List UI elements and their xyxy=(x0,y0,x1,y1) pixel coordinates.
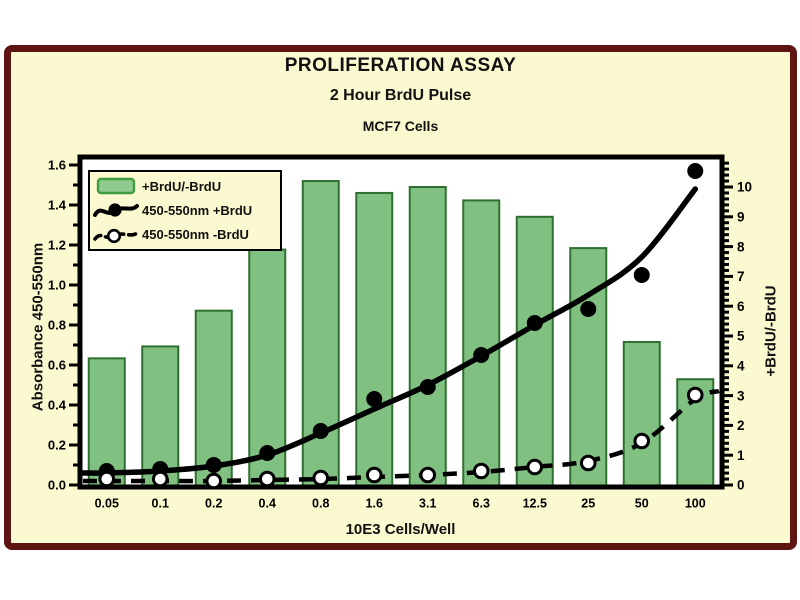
right-axis-tick-label: 6 xyxy=(737,299,745,314)
x-axis-tick-label: 0.4 xyxy=(259,496,276,510)
left-axis-tick-label: 0.4 xyxy=(48,398,67,413)
x-axis-title: 10E3 Cells/Well xyxy=(345,521,456,538)
minus-brdu-point xyxy=(258,470,276,488)
right-axis-tick-label: 1 xyxy=(737,448,745,463)
plus-brdu-point xyxy=(366,391,383,407)
x-axis-tick-label: 6.3 xyxy=(473,496,490,510)
right-axis-tick-label: 2 xyxy=(737,418,745,433)
minus-brdu-point xyxy=(151,470,169,488)
minus-brdu-point xyxy=(98,470,116,488)
plus-brdu-point xyxy=(633,267,650,283)
legend-label: 450-550nm -BrdU xyxy=(142,227,249,243)
plus-brdu-point xyxy=(580,301,597,317)
legend-item: 450-550nm -BrdU xyxy=(90,224,280,246)
plus-brdu-point xyxy=(312,423,329,439)
filled-circle-line-icon xyxy=(90,199,142,221)
plot-frame xyxy=(77,154,725,490)
right-axis-tick-label: 3 xyxy=(737,388,745,403)
x-axis-tick-label: 0.1 xyxy=(152,496,169,510)
x-axis-tick-label: 0.2 xyxy=(205,496,222,510)
legend-label: 450-550nm +BrdU xyxy=(142,202,253,218)
legend-item: +BrdU/-BrdU xyxy=(90,175,280,197)
x-axis-tick-label: 50 xyxy=(635,496,649,510)
minus-brdu-point xyxy=(419,466,437,484)
plus-brdu-point xyxy=(419,379,436,395)
bar-swatch-rect xyxy=(96,177,136,195)
ratio-bar xyxy=(515,215,554,489)
minus-brdu-point xyxy=(633,432,651,450)
minus-brdu-point xyxy=(365,466,383,484)
right-axis-tick-label: 8 xyxy=(737,239,745,254)
minus-brdu-point xyxy=(312,469,330,487)
x-axis-tick-label: 100 xyxy=(685,496,706,510)
right-axis-tick-label: 5 xyxy=(737,329,745,344)
left-axis-tick-label: 1.6 xyxy=(48,158,66,173)
x-axis-tick-label: 0.8 xyxy=(312,496,329,510)
minus-brdu-point xyxy=(526,458,544,476)
left-axis-title: Absorbance 450-550nm xyxy=(29,242,47,412)
x-axis-tick-label: 25 xyxy=(581,496,595,510)
chart-title: PROLIFERATION ASSAY xyxy=(284,55,517,76)
plus-brdu-point xyxy=(473,347,490,363)
plus-brdu-point xyxy=(259,445,276,461)
right-axis-tick-label: 10 xyxy=(737,180,752,195)
bar-swatch-icon xyxy=(90,177,142,195)
minus-brdu-point xyxy=(686,386,704,404)
right-axis-tick-label: 9 xyxy=(737,210,745,225)
chart-cell-line: MCF7 Cells xyxy=(362,118,439,134)
ratio-bar xyxy=(408,186,447,488)
left-axis-tick-label: 0.6 xyxy=(48,358,66,373)
legend-label: +BrdU/-BrdU xyxy=(142,178,222,194)
ratio-bar xyxy=(622,340,661,488)
left-axis-tick-label: 1.4 xyxy=(48,198,67,213)
right-axis-title: +BrdU/-BrdU xyxy=(762,285,780,377)
left-axis-tick-label: 0.0 xyxy=(48,478,66,493)
x-axis-tick-label: 3.1 xyxy=(419,496,436,510)
left-axis-tick-label: 1.2 xyxy=(48,238,66,253)
right-axis-tick-label: 4 xyxy=(737,359,745,374)
plus-brdu-point xyxy=(687,163,704,179)
ratio-bar xyxy=(355,191,394,489)
legend: +BrdU/-BrdU 450-550nm +BrdU 450-550nm -B… xyxy=(88,170,282,251)
ratio-bar xyxy=(569,247,608,488)
left-axis-tick-label: 1.0 xyxy=(48,278,66,293)
plus-brdu-point xyxy=(205,457,222,473)
minus-brdu-point xyxy=(472,462,490,480)
plus-brdu-point xyxy=(526,315,543,331)
chart-subtitle: 2 Hour BrdU Pulse xyxy=(329,87,472,104)
open-circle-dashed-line-icon xyxy=(90,224,142,246)
right-axis-tick-label: 0 xyxy=(737,478,745,493)
legend-item: 450-550nm +BrdU xyxy=(90,199,280,221)
ratio-bar xyxy=(462,199,501,488)
minus-brdu-point xyxy=(205,472,223,490)
x-axis-tick-label: 0.05 xyxy=(95,496,119,510)
right-axis-tick-label: 7 xyxy=(737,269,745,284)
left-axis-tick-label: 0.2 xyxy=(48,438,66,453)
minus-brdu-point xyxy=(579,454,597,472)
left-axis-tick-label: 0.8 xyxy=(48,318,66,333)
x-axis-tick-label: 1.6 xyxy=(366,496,383,510)
x-axis-tick-label: 12.5 xyxy=(523,496,547,510)
